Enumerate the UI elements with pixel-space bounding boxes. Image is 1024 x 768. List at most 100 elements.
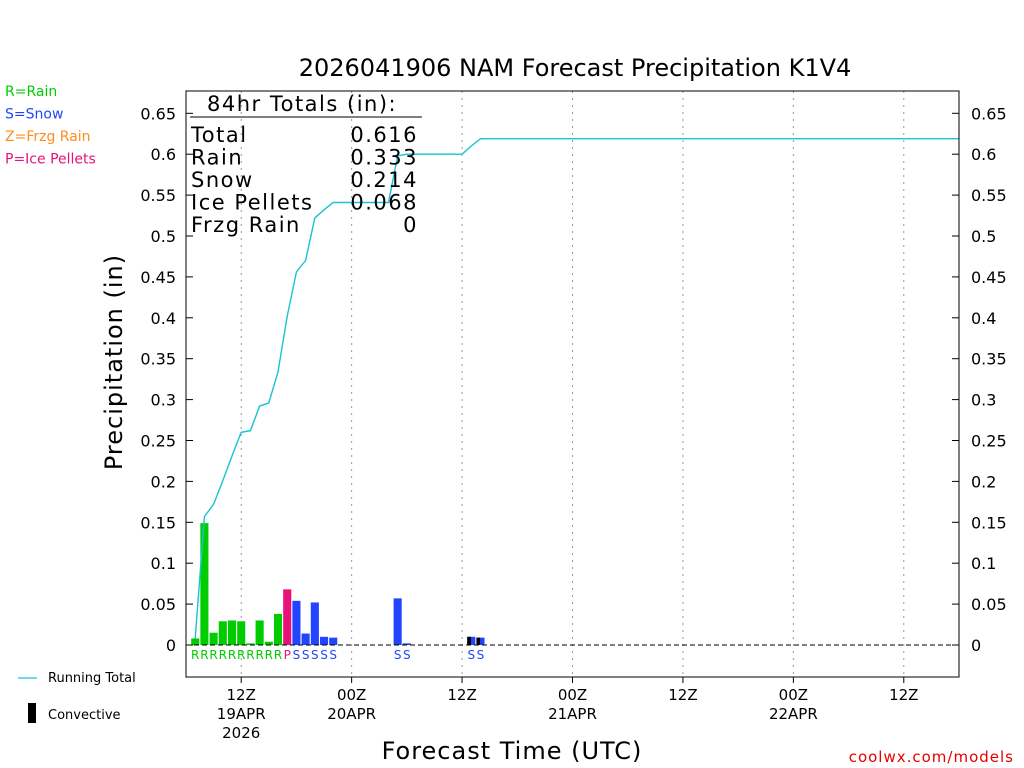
y-tick-label: 0.1 [151,554,176,573]
precip-bar [319,636,329,645]
y-tick-label-right: 0.1 [971,554,996,573]
y-tick-label-right: 0.6 [971,145,996,164]
y-tick-label-right: 0.3 [971,391,996,410]
precip-type-legend: R=Rain S=Snow Z=Frzg Rain P=Ice Pellets [5,84,96,168]
chart-title: 2026041906 NAM Forecast Precipitation K1… [299,54,852,82]
type-label: R [274,648,282,662]
convective-bar [467,636,471,645]
totals-row-label: Frzg Rain [191,213,301,237]
type-label: R [200,648,208,662]
precip-bar [191,638,200,645]
precip-bar [227,620,237,645]
legend-entry: S=Snow [5,107,63,123]
totals-header: 84hr Totals (in): [207,92,397,116]
running-total-label: Running Total [48,671,136,686]
type-label: P [284,648,291,662]
y-tick-label: 0.15 [140,513,176,532]
convective-label: Convective [48,708,121,723]
x-tick-label: 12Z [447,686,476,704]
running-total-line [194,137,959,639]
y-tick-label-right: 0.4 [971,309,996,328]
y-tick-label: 0.55 [140,186,176,205]
x-tick-date: 20APR [327,705,376,723]
type-label: R [237,648,245,662]
y-tick-label-right: 0.15 [971,513,1007,532]
site-credit: coolwx.com/models [849,748,1014,766]
precip-bar [273,613,283,645]
totals-row-label: Snow [191,168,254,192]
totals-row-value: 0.214 [350,168,418,192]
totals-row-label: Ice Pellets [191,191,313,215]
precip-bar [218,621,227,645]
precip-bar [393,598,402,645]
x-tick-label: 00Z [558,686,587,704]
precip-bar [402,643,411,645]
y-tick-label-right: 0.35 [971,350,1007,369]
y-tick-label: 0.2 [151,472,176,491]
y-tick-label: 0 [166,636,176,655]
type-label: S [320,648,328,662]
precip-bar [246,643,255,645]
type-label: R [265,648,273,662]
y-tick-label-right: 0.5 [971,227,996,246]
precip-bar [310,602,319,645]
x-tick-label: 00Z [337,686,366,704]
y-tick-label-right: 0.05 [971,595,1007,614]
legend-entry: P=Ice Pellets [5,152,96,168]
precip-bar [329,637,338,645]
totals-row-value: 0.616 [350,123,418,147]
x-tick-date: 21APR [548,705,597,723]
y-axis-right: 0 0.05 0.1 0.15 0.2 0.25 0.3 0.35 0.4 0.45 0.5 0.55… [952,104,1007,655]
convective-swatch [28,703,36,723]
type-label: S [467,648,475,662]
y-axis-left: 0 0.05 0.1 0.15 0.2 0.25 0.3 0.35 0.4 0.45 0.5 0.55… [140,104,193,655]
x-tick-date: 22APR [769,705,818,723]
type-label: R [209,648,217,662]
y-tick-label: 0.25 [140,432,176,451]
type-label: S [302,648,310,662]
x-tick-year: 2026 [222,724,260,742]
y-tick-label: 0.35 [140,350,176,369]
y-tick-label-right: 0.2 [971,472,996,491]
y-tick-label: 0.3 [151,391,176,410]
y-axis-title: Precipitation (in) [100,254,128,470]
y-tick-label-right: 0.45 [971,268,1007,287]
x-tick-label: 12Z [668,686,697,704]
x-tick-label: 12Z [227,686,256,704]
precip-bar [200,523,209,645]
totals-row-label: Rain [191,146,243,170]
x-tick-label: 00Z [779,686,808,704]
totals-row-value: 0.333 [350,146,418,170]
y-tick-label-right: 0.25 [971,432,1007,451]
legend-entry: Z=Frzg Rain [5,129,91,145]
y-tick-label: 0.05 [140,595,176,614]
y-tick-label-right: 0 [971,636,981,655]
type-label: S [293,648,301,662]
precip-bar [237,621,246,645]
type-label: S [403,648,411,662]
type-label: R [219,648,227,662]
y-tick-label: 0.6 [151,145,176,164]
type-label: S [394,648,402,662]
precip-bar [255,620,264,645]
y-tick-label: 0.65 [140,104,176,123]
y-tick-label: 0.4 [151,309,176,328]
precip-bar [301,633,310,645]
precip-bar [292,600,301,645]
precip-bar [283,589,292,645]
totals-row-label: Total [190,123,248,147]
precip-bar [476,637,485,645]
precip-bar [209,632,218,645]
type-label: R [255,648,263,662]
y-tick-label: 0.5 [151,227,176,246]
legend-entry: R=Rain [5,84,57,100]
type-label: R [228,648,236,662]
precip-bars [191,523,485,645]
totals-row-value: 0 [403,213,418,237]
type-label: R [191,648,199,662]
y-tick-label: 0.45 [140,268,176,287]
y-tick-label-right: 0.65 [971,104,1007,123]
